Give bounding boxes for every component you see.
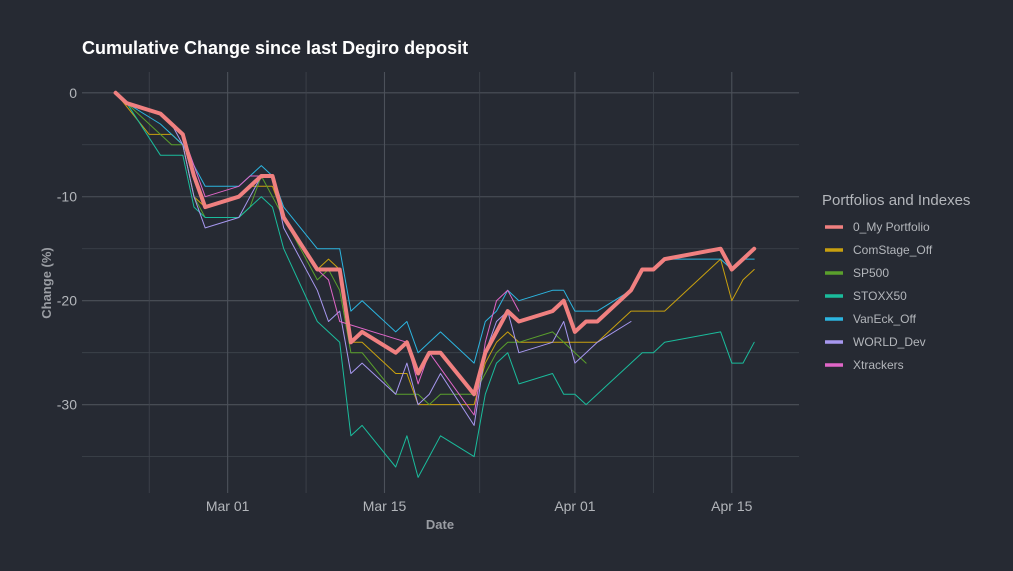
legend-item-0-my-portfolio: 0_My Portfolio xyxy=(825,220,930,234)
legend-label: 0_My Portfolio xyxy=(853,220,930,234)
legend-item-world-dev: WORLD_Dev xyxy=(825,335,926,349)
legend-label: SP500 xyxy=(853,266,889,280)
series-line-world-dev xyxy=(115,92,632,426)
legend-label: ComStage_Off xyxy=(853,243,933,257)
legend-item-comstage-off: ComStage_Off xyxy=(825,243,933,257)
series-lines xyxy=(113,90,757,478)
y-tick-label: -20 xyxy=(57,293,77,309)
legend-title: Portfolios and Indexes xyxy=(822,192,970,209)
x-axis-title: Date xyxy=(426,517,454,532)
legend-label: WORLD_Dev xyxy=(853,335,926,349)
series-line-stoxx50 xyxy=(115,92,755,478)
chart-title: Cumulative Change since last Degiro depo… xyxy=(82,38,468,58)
x-tick-label: Mar 01 xyxy=(206,498,250,514)
x-tick-label: Apr 01 xyxy=(554,498,595,514)
x-tick-label: Mar 15 xyxy=(363,498,407,514)
legend-item-vaneck-off: VanEck_Off xyxy=(825,312,917,326)
y-tick-label: -30 xyxy=(57,397,77,413)
y-tick-label: 0 xyxy=(69,85,77,101)
legend-label: Xtrackers xyxy=(853,358,904,372)
legend-item-stoxx50: STOXX50 xyxy=(825,289,907,303)
legend-label: VanEck_Off xyxy=(853,312,917,326)
legend: Portfolios and Indexes 0_My Portfolio Com… xyxy=(822,192,970,372)
x-tick-label: Apr 15 xyxy=(711,498,752,514)
series-line-0-my-portfolio xyxy=(113,90,757,397)
legend-label: STOXX50 xyxy=(853,289,907,303)
legend-items: 0_My Portfolio ComStage_Off SP500 STOXX50 Va… xyxy=(825,220,933,372)
legend-item-sp500: SP500 xyxy=(825,266,889,280)
y-tick-label: -10 xyxy=(57,189,77,205)
tick-labels: 0 -10 -20 -30 Mar 01 Mar 15 Apr 01 Apr 15 xyxy=(57,85,753,514)
legend-item-xtrackers: Xtrackers xyxy=(825,358,904,372)
y-axis-title: Change (%) xyxy=(39,247,54,319)
